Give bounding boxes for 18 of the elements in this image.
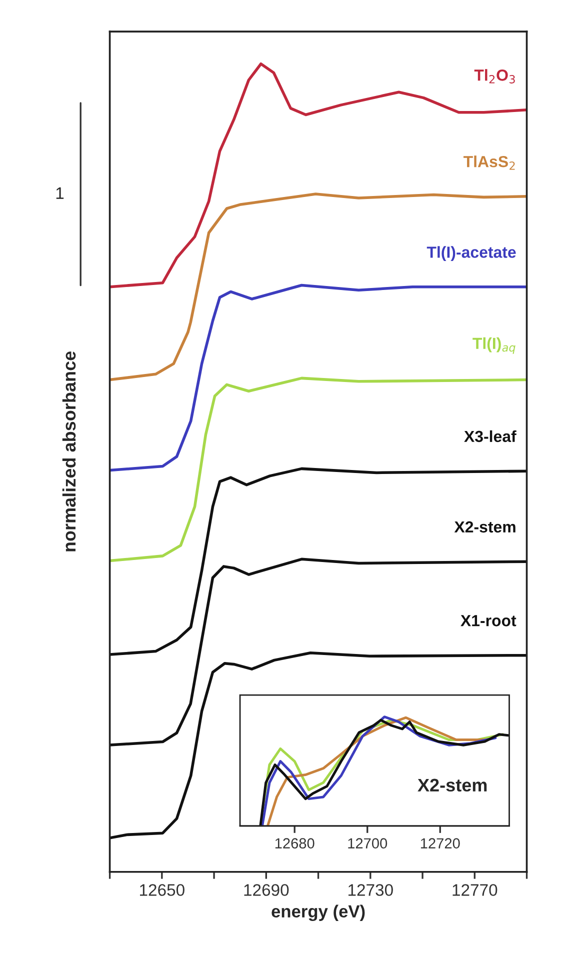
x-tick-label: 12700 [348, 838, 388, 848]
text: 1 [56, 187, 64, 199]
series-label: TlAsS$_{2}$ [463, 156, 515, 170]
series-label: Tl$_{2}$O$_{3}$ [474, 69, 515, 84]
x-tick-label: 12730 [348, 884, 393, 896]
annotation: X2-stem [418, 778, 487, 792]
series-label: Tl(I)-acetate [426, 246, 516, 262]
x-tick-label: 12650 [140, 884, 184, 896]
series-label: X2-stem [454, 521, 516, 533]
y-axis-title: normalized absorbance [62, 351, 76, 552]
x-tick-label: 12770 [452, 884, 498, 896]
x-axis-title: energy (eV) [272, 904, 365, 922]
series-label: X1-root [460, 615, 516, 626]
series-label: X3-leaf [464, 430, 516, 442]
x-tick-label: 12720 [420, 838, 460, 848]
x-tick-label: 12690 [244, 884, 289, 896]
x-tick-label: 12680 [275, 838, 314, 848]
series-label: Tl(I)$_{aq}$ [472, 337, 516, 354]
